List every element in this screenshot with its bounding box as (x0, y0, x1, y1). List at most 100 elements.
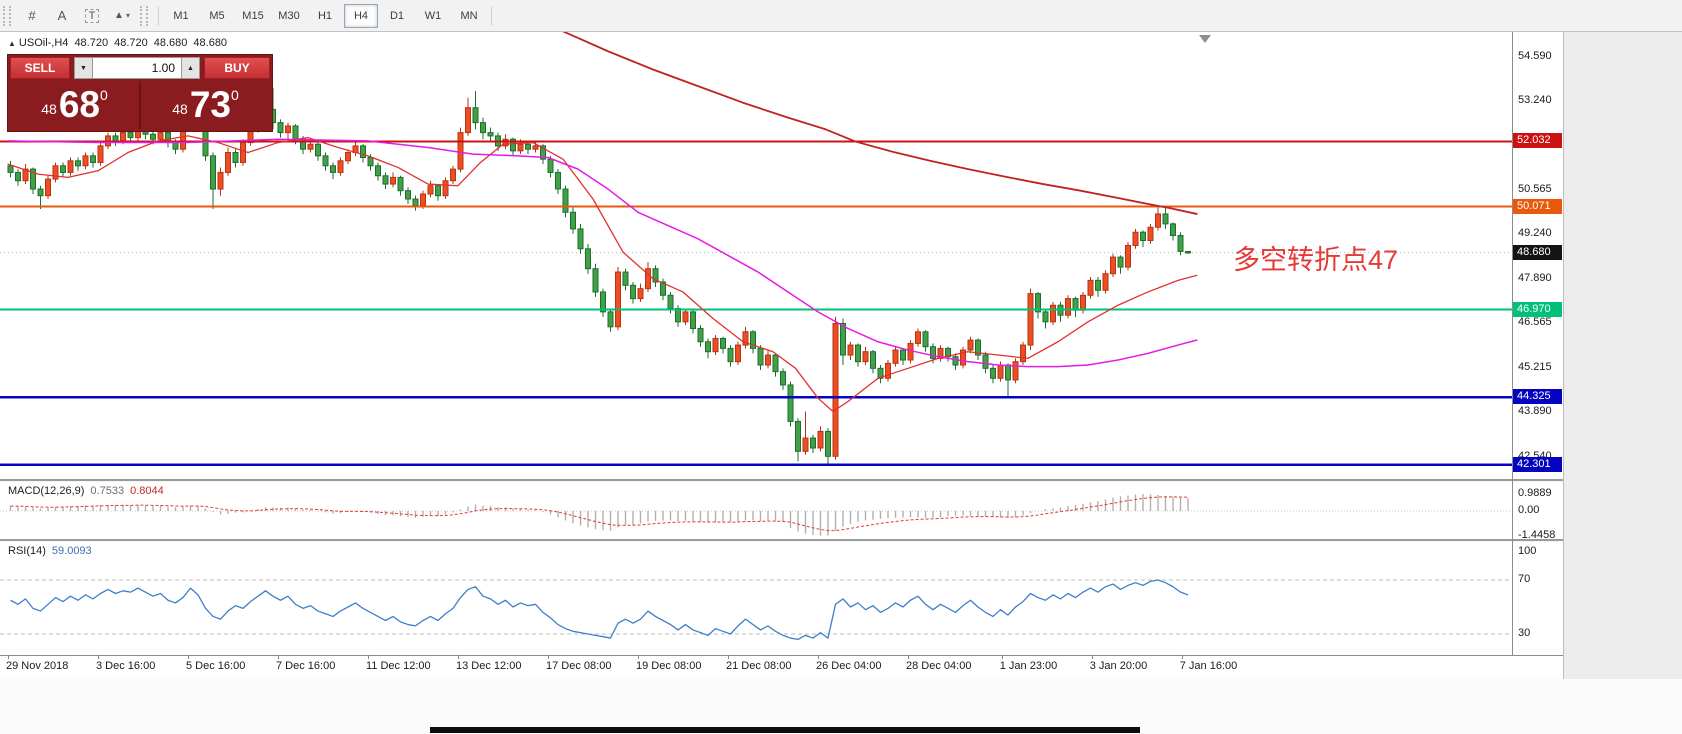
grid-icon: # (28, 8, 36, 23)
time-axis-label: 1 Jan 23:00 (999, 660, 1058, 672)
price-tag-44.325: 44.325 (1513, 389, 1562, 405)
drawing-tools: # A T ▲ ▾ (17, 4, 137, 28)
rsi-chart[interactable] (0, 541, 1512, 654)
timeframe-buttons: M1 M5 M15 M30 H1 H4 D1 W1 MN (163, 3, 487, 28)
price-tag-46.970: 46.970 (1513, 301, 1562, 317)
timeframe-h4-button[interactable]: H4 (344, 3, 378, 28)
toolbar: # A T ▲ ▾ M1 M5 M15 M30 H1 H4 D1 W1 MN (0, 0, 1682, 32)
time-axis-label: 5 Dec 16:00 (186, 660, 246, 672)
arrow-label-icon: A (57, 8, 67, 23)
time-axis[interactable] (0, 655, 1563, 680)
time-axis-tick (548, 655, 549, 659)
ohlc-high: 48.720 (114, 37, 148, 49)
toolbar-separator (158, 5, 159, 26)
time-axis-tick (278, 655, 279, 659)
time-axis-tick (1091, 655, 1093, 659)
price-tag-50.071: 50.071 (1513, 198, 1562, 214)
timeframe-m5-button[interactable]: M5 (209, 9, 225, 22)
sell-price-display[interactable]: 48 68 0 (10, 81, 139, 129)
buy-price-display[interactable]: 48 73 0 (141, 81, 270, 129)
rsi-axis-label: 100 (1518, 545, 1537, 557)
text-tool-tool-button[interactable]: T (77, 4, 107, 28)
price-tick-label: 45.215 (1518, 360, 1552, 373)
timeframe-m15-button[interactable]: M15 (242, 9, 264, 22)
rsi-axis-label: 70 (1518, 573, 1531, 585)
volume-decrease-button[interactable]: ▼ (74, 57, 93, 79)
ma-trend (562, 32, 1198, 215)
macd-chart[interactable] (0, 481, 1512, 539)
macd-title: MACD(12,26,9) (8, 485, 85, 497)
rsi-axis-label: 30 (1518, 627, 1531, 639)
arrow-label-tool-button[interactable]: A (47, 4, 77, 28)
time-axis-tick (8, 655, 9, 659)
panel-splitter-macd[interactable] (0, 479, 1563, 482)
grid-tool-button[interactable]: # (17, 4, 47, 28)
time-axis-tick (188, 655, 189, 659)
chart-text-annotation: 多空转折点47 (1233, 245, 1399, 275)
buy-button[interactable]: BUY (204, 57, 270, 79)
time-axis-tick (458, 655, 459, 659)
macd-axis-label: -1.4458 (1518, 528, 1556, 541)
macd-signal-value: 0.8044 (130, 485, 164, 497)
sell-price-big: 68 (58, 84, 100, 125)
rsi-title: RSI(14) (8, 545, 46, 557)
volume-increase-button[interactable]: ▲ (181, 57, 200, 79)
toolbar-separator-2 (491, 5, 492, 26)
timeframe-mn-button[interactable]: MN (460, 9, 478, 22)
macd-axis-label: 0.9889 (1518, 486, 1552, 499)
time-axis-label: 7 Jan 16:00 (1179, 660, 1238, 672)
price-tag-48.680: 48.680 (1513, 244, 1562, 260)
shapes-tool-button[interactable]: ▲ ▾ (107, 4, 137, 28)
panel-splitter-rsi[interactable] (0, 539, 1563, 542)
time-axis-tick (728, 655, 729, 659)
timeframe-w1-button[interactable]: W1 (424, 9, 442, 22)
price-tick-label: 46.565 (1518, 315, 1552, 328)
text-tool-icon: T (84, 8, 100, 23)
time-axis-tick (908, 655, 909, 659)
time-axis-label: 3 Dec 16:00 (96, 660, 156, 672)
ma-slow (7, 138, 1198, 368)
bottom-black-bar (430, 727, 1140, 733)
sell-button[interactable]: SELL (10, 57, 70, 79)
ohlc-close: 48.680 (193, 37, 228, 49)
time-axis-label: 19 Dec 08:00 (636, 660, 702, 672)
time-axis-tick (1181, 655, 1183, 659)
shapes-icon: ▲ (114, 10, 124, 21)
dropdown-caret-icon: ▾ (125, 11, 130, 20)
volume-input[interactable] (93, 57, 181, 79)
candlestick-chart[interactable] (0, 32, 1512, 479)
buy-price-sup: 0 (230, 87, 239, 103)
price-tick-label: 49.240 (1518, 227, 1552, 240)
time-axis-label: 7 Dec 16:00 (276, 660, 336, 672)
right-gutter (1563, 32, 1682, 679)
toolbar-grip[interactable] (3, 5, 11, 26)
price-axis-border (1512, 32, 1513, 679)
time-axis-label: 11 Dec 12:00 (366, 660, 431, 672)
toolbar-grip-2[interactable] (140, 5, 148, 26)
time-axis-label: 28 Dec 04:00 (906, 660, 972, 672)
timeframe-m30-button[interactable]: M30 (278, 9, 300, 22)
time-axis-tick (818, 655, 819, 659)
time-axis-label: 21 Dec 08:00 (726, 660, 792, 672)
price-tag-42.301: 42.301 (1513, 456, 1562, 472)
time-axis-tick (368, 655, 369, 659)
price-tag-52.032: 52.032 (1513, 133, 1562, 149)
time-axis-label: 3 Jan 20:00 (1089, 660, 1148, 672)
sell-price-sup: 0 (99, 87, 108, 103)
buy-price-big: 73 (189, 84, 231, 125)
timeframe-h1-button[interactable]: H1 (317, 9, 333, 22)
price-tick-label: 54.590 (1518, 49, 1552, 62)
macd-axis-label: 0.00 (1518, 504, 1540, 516)
symbol-ohlc-header: ▲ USOil-,H4 48.720 48.720 48.680 48.680 (8, 37, 227, 49)
symbol-marker-icon: ▲ (8, 39, 16, 48)
rsi-header: RSI(14) 59.0093 (8, 545, 92, 557)
time-axis-label: 17 Dec 08:00 (546, 660, 612, 672)
timeframe-m1-button[interactable]: M1 (173, 9, 189, 22)
price-tick-label: 47.890 (1518, 272, 1552, 284)
price-tick-label: 53.240 (1518, 94, 1552, 107)
price-tick-label: 43.890 (1518, 404, 1552, 417)
one-click-trade-panel: SELL ▼ ▲ BUY 48 68 0 48 73 0 (8, 55, 272, 131)
timeframe-d1-button[interactable]: D1 (389, 9, 405, 22)
time-axis-label: 29 Nov 2018 (6, 660, 69, 672)
